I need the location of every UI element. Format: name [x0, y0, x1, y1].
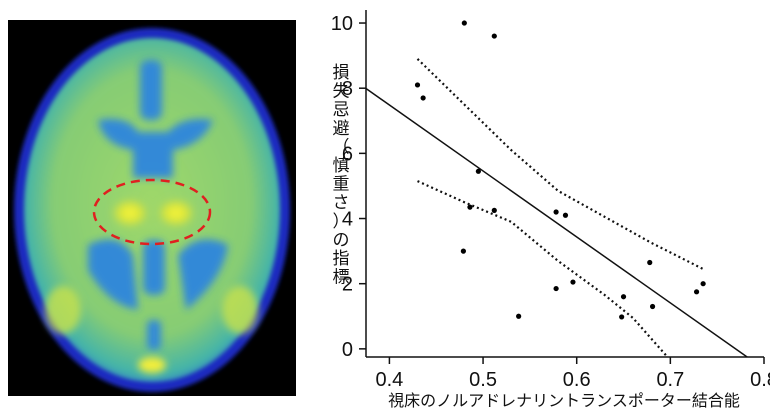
data-point: [420, 95, 426, 101]
brain-scan-icon: [14, 28, 290, 392]
x-ticks: 0.4 0.5 0.6 0.7 0.8: [376, 357, 770, 391]
x-tick-label: 0.5: [469, 369, 497, 391]
data-point: [461, 20, 467, 26]
y-tick-label: 2: [342, 274, 353, 296]
data-point: [460, 248, 466, 254]
data-point: [553, 285, 559, 292]
y-tick-label: 0: [342, 339, 353, 361]
data-point: [647, 259, 653, 266]
data-point: [619, 314, 625, 320]
x-tick-label: 0.8: [750, 369, 770, 391]
data-point: [553, 209, 559, 215]
data-point: [475, 168, 481, 174]
data-point: [570, 279, 576, 285]
y-axis-label: 損失忌避（慎重さ）の指標: [333, 63, 350, 288]
thalamus-highlight-ellipse: [92, 178, 212, 246]
x-axis-label: 視床のノルアドレナリントランスポーター結合能: [388, 391, 740, 410]
y-ticks: 0 2 4 6 8 10: [331, 13, 366, 361]
y-tick-label: 8: [342, 78, 353, 100]
data-point: [491, 207, 497, 213]
y-tick-label: 4: [342, 209, 353, 231]
confidence-band-lower: [417, 180, 669, 358]
y-tick-label: 6: [342, 143, 353, 165]
x-tick-label: 0.7: [656, 369, 684, 391]
confidence-band-upper: [416, 58, 704, 270]
regression-line: [365, 87, 748, 358]
data-point: [649, 303, 656, 310]
x-tick-label: 0.6: [563, 369, 591, 391]
data-point: [414, 82, 421, 88]
brain-pet-image: [8, 20, 296, 396]
data-point: [562, 212, 569, 218]
x-tick-label: 0.4: [376, 369, 404, 391]
y-tick-label: 10: [331, 13, 353, 35]
chart-svg: 0 2 4 6 8 10 0.4 0.5 0.6 0.7 0.8 視床のノルアドレナリントランスポ…: [331, 10, 770, 410]
scatter-chart: 0 2 4 6 8 10 0.4 0.5 0.6 0.7 0.8 視床のノルアドレナリントランスポ…: [300, 0, 770, 413]
data-point: [516, 313, 522, 319]
data-point: [693, 289, 700, 295]
data-point: [700, 281, 706, 287]
data-point: [620, 294, 627, 300]
data-point: [491, 33, 497, 39]
data-points: [414, 20, 706, 320]
data-point: [467, 204, 473, 210]
